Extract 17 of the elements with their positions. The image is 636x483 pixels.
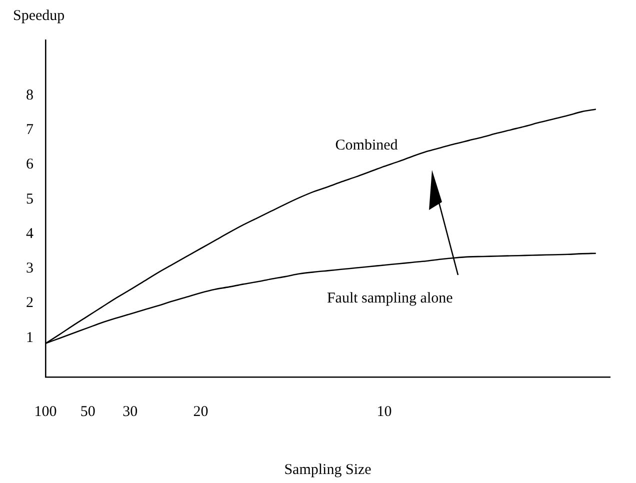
y-tick-label: 1 xyxy=(26,330,34,346)
x-tick-label: 10 xyxy=(376,404,392,420)
y-axis-title: Speedup xyxy=(13,8,65,24)
series-label: Fault sampling alone xyxy=(326,290,454,306)
x-axis-title: Sampling Size xyxy=(284,462,372,478)
y-tick-label: 3 xyxy=(26,260,34,277)
x-tick-label: 20 xyxy=(193,404,208,420)
y-tick-label: 8 xyxy=(26,87,34,104)
y-tick-label: 5 xyxy=(26,191,34,208)
y-tick-label: 2 xyxy=(26,295,34,312)
x-tick-label: 100 xyxy=(34,404,57,420)
x-tick-label: 30 xyxy=(122,404,138,420)
y-tick-label: 7 xyxy=(26,122,34,138)
x-tick-label: 50 xyxy=(80,404,96,420)
series-label: Combined xyxy=(335,138,398,154)
y-tick-label: 4 xyxy=(26,226,34,242)
y-tick-label: 6 xyxy=(26,156,34,173)
